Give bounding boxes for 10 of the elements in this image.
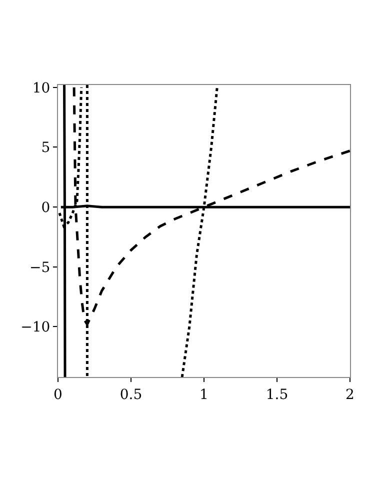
x-tick-label: 1	[200, 386, 208, 403]
x-tick-label: 0	[54, 386, 62, 403]
y-tick-label: −5	[30, 260, 50, 276]
y-tick-label: 0	[41, 200, 50, 216]
x-tick-label: 1.5	[266, 386, 288, 403]
x-tick-label: 2	[346, 386, 354, 403]
y-tick-label: −10	[20, 320, 50, 336]
y-tick-label: 10	[32, 80, 50, 96]
x-tick-label: 0.5	[120, 386, 142, 403]
y-tick-label: 5	[41, 140, 50, 156]
